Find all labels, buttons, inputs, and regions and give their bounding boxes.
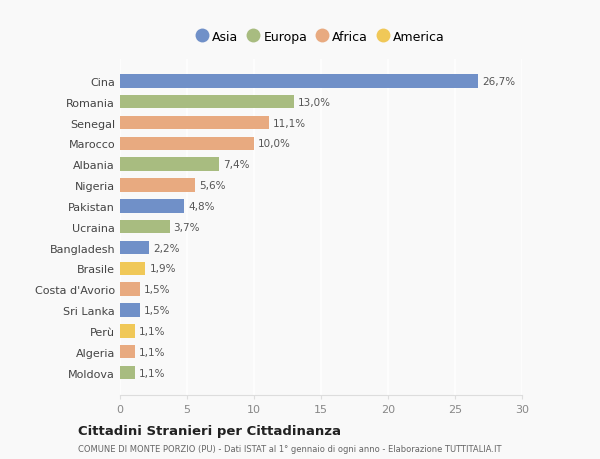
- Bar: [120, 117, 269, 130]
- Bar: [120, 325, 135, 338]
- Text: 1,1%: 1,1%: [139, 368, 165, 378]
- Bar: [120, 303, 140, 317]
- Text: 11,1%: 11,1%: [273, 118, 306, 128]
- Text: 26,7%: 26,7%: [482, 77, 515, 87]
- Text: 4,8%: 4,8%: [188, 202, 215, 212]
- Text: 1,5%: 1,5%: [144, 305, 170, 315]
- Bar: [120, 158, 219, 172]
- Text: 5,6%: 5,6%: [199, 181, 226, 190]
- Text: 7,4%: 7,4%: [223, 160, 250, 170]
- Text: 1,9%: 1,9%: [149, 264, 176, 274]
- Bar: [120, 95, 294, 109]
- Text: 1,1%: 1,1%: [139, 347, 165, 357]
- Bar: [120, 345, 135, 359]
- Legend: Asia, Europa, Africa, America: Asia, Europa, Africa, America: [192, 26, 450, 49]
- Bar: [120, 262, 145, 275]
- Text: COMUNE DI MONTE PORZIO (PU) - Dati ISTAT al 1° gennaio di ogni anno - Elaborazio: COMUNE DI MONTE PORZIO (PU) - Dati ISTAT…: [78, 444, 502, 453]
- Text: 1,5%: 1,5%: [144, 285, 170, 295]
- Text: 3,7%: 3,7%: [173, 222, 200, 232]
- Text: 10,0%: 10,0%: [258, 139, 291, 149]
- Bar: [120, 241, 149, 255]
- Bar: [120, 137, 254, 151]
- Bar: [120, 179, 195, 192]
- Bar: [120, 200, 184, 213]
- Text: 2,2%: 2,2%: [154, 243, 180, 253]
- Text: Cittadini Stranieri per Cittadinanza: Cittadini Stranieri per Cittadinanza: [78, 424, 341, 437]
- Bar: [120, 220, 170, 234]
- Bar: [120, 366, 135, 380]
- Text: 1,1%: 1,1%: [139, 326, 165, 336]
- Text: 13,0%: 13,0%: [298, 97, 331, 107]
- Bar: [120, 283, 140, 297]
- Bar: [120, 75, 478, 89]
